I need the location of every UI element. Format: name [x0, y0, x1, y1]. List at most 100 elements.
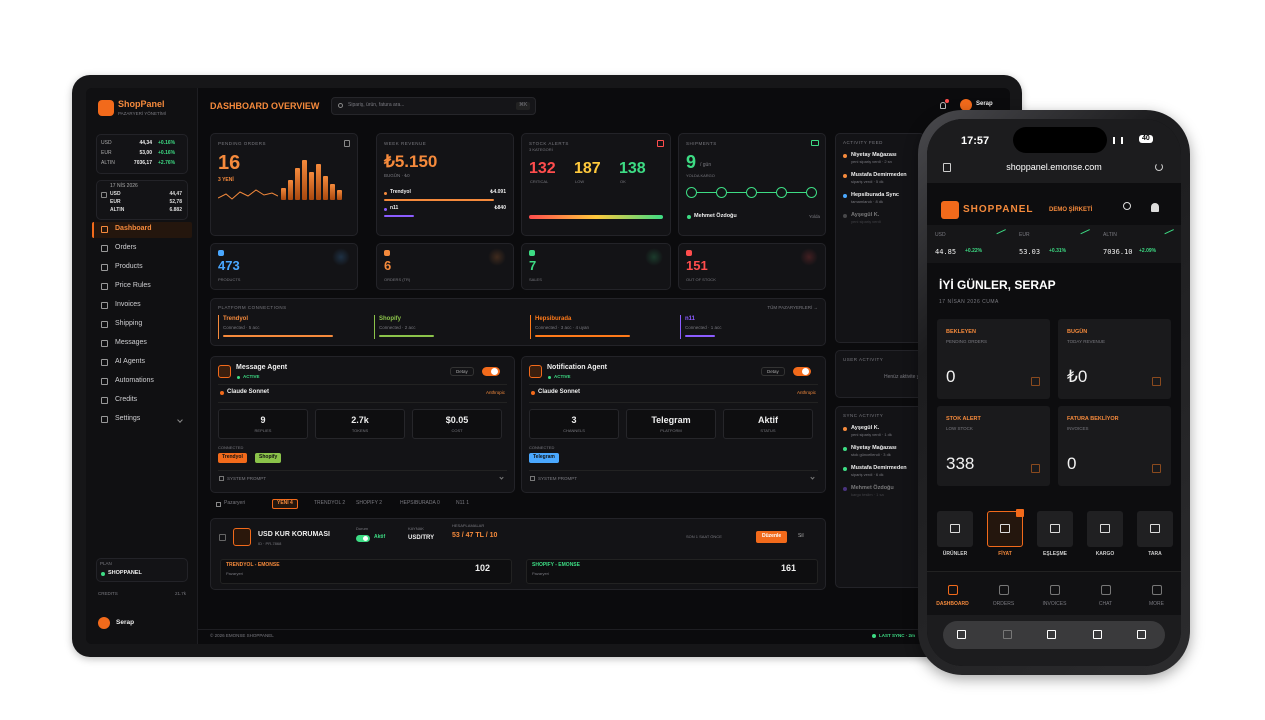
edit[interactable]: Düzenle — [756, 531, 788, 543]
tab-icon — [943, 163, 951, 172]
target-box — [220, 559, 512, 584]
quick-button[interactable] — [1037, 511, 1073, 547]
nav[interactable]: Invoices — [115, 301, 141, 308]
reload[interactable] — [1155, 163, 1163, 171]
value: 53,00 — [139, 150, 152, 156]
quick[interactable]: TARA — [1148, 551, 1162, 557]
button[interactable]: Detay — [761, 367, 785, 377]
copyright: © 2026 EMONSE SHOPPANEL — [210, 633, 274, 638]
toolbar-icon[interactable] — [957, 630, 966, 639]
user: Serap — [976, 101, 993, 107]
tabs[interactable]: SHOPIFY 2 — [356, 500, 383, 506]
nav[interactable]: Dashboard — [115, 225, 152, 232]
quick[interactable]: KARGO — [1095, 551, 1115, 557]
feed-dot — [843, 427, 847, 431]
nav-icon — [101, 245, 108, 252]
link[interactable]: TÜM PAZARYERLERİ → — [767, 305, 818, 310]
bar — [288, 180, 293, 200]
label: PRODUCTS — [218, 277, 241, 282]
search-box[interactable] — [331, 97, 536, 115]
quick[interactable]: ÜRÜNLER — [942, 551, 968, 557]
nav[interactable]: Orders — [115, 244, 137, 251]
quick[interactable]: EŞLEŞME — [1043, 551, 1067, 557]
code: USD — [935, 232, 946, 238]
route-node — [776, 187, 787, 198]
tabs[interactable]: Pazaryeri — [224, 500, 246, 506]
button[interactable]: Detay — [450, 367, 474, 377]
prompt-icon — [530, 476, 535, 481]
nav[interactable]: Products — [115, 263, 143, 270]
source: USD/TRY — [408, 535, 435, 541]
connected-label: CONNECTED — [529, 445, 555, 450]
platform-bar — [535, 335, 630, 337]
quick-button[interactable] — [987, 511, 1023, 547]
nav[interactable]: Shipping — [115, 320, 143, 327]
text: kargo teslim · 1 sa — [851, 492, 884, 497]
bell-icon[interactable] — [1151, 203, 1159, 212]
tab-icon — [1050, 585, 1060, 595]
nav[interactable]: Credits — [115, 396, 138, 403]
toolbar-icon[interactable] — [1093, 630, 1102, 639]
feed-dot — [843, 467, 847, 471]
tabs[interactable]: MORE — [1149, 601, 1164, 607]
search-icon[interactable] — [1123, 202, 1131, 210]
tabs[interactable]: CHAT — [1098, 601, 1113, 607]
nav[interactable]: Automations — [115, 377, 154, 384]
name[interactable]: n11 — [685, 316, 696, 322]
signal — [1113, 137, 1123, 144]
label: BUGÜN — [1067, 329, 1088, 335]
tabs[interactable]: TRENDYOL 2 — [314, 500, 346, 506]
status: Connected · 3 acc · 4 uyarı — [535, 325, 590, 330]
toolbar-icon[interactable] — [1003, 630, 1012, 639]
checkbox[interactable] — [219, 534, 226, 541]
nav[interactable]: Settings — [115, 415, 141, 422]
value: 6 — [384, 258, 392, 273]
tabs[interactable]: N11 1 — [456, 500, 469, 506]
badge — [1016, 509, 1024, 517]
name[interactable]: Hepsiburada — [535, 316, 572, 322]
tabs[interactable]: DASHBOARD — [936, 601, 969, 607]
rule-icon — [233, 528, 251, 546]
toolbar-icon[interactable] — [1137, 630, 1146, 639]
toggle-knob — [802, 368, 809, 375]
quick[interactable]: FİYAT — [998, 551, 1012, 557]
calc-label: HESAPLAMALAR — [452, 523, 485, 528]
name[interactable]: Trendyol — [223, 316, 249, 322]
nav[interactable]: Messages — [115, 339, 147, 346]
code: EUR — [1019, 232, 1030, 238]
value: 44,34 — [139, 140, 152, 146]
tabs[interactable]: HEPSIBURADA 0 — [400, 500, 440, 506]
label: USER ACTIVITY — [843, 357, 884, 362]
nav-icon — [101, 264, 108, 271]
value: 0 — [946, 367, 956, 386]
company[interactable]: DEMO ŞİRKETİ — [1049, 207, 1093, 213]
text: yeni sipariş verdi · 2 sn — [851, 159, 892, 164]
name: Trendyol — [390, 189, 411, 195]
tab-icon — [1101, 585, 1111, 595]
stat-box — [529, 409, 619, 439]
sub: TODAY REVENUE — [1067, 339, 1106, 344]
tabbar — [927, 571, 1181, 615]
nav[interactable]: AI Agents — [115, 358, 145, 365]
notch — [1013, 127, 1107, 153]
quick-button[interactable] — [937, 511, 973, 547]
bell[interactable] — [940, 102, 946, 109]
route-node — [806, 187, 817, 198]
footer-bar — [198, 629, 1010, 644]
sub: INVOICES — [1067, 426, 1089, 431]
sub: YOLDA KARGO — [686, 173, 715, 178]
change: +2.09% — [1139, 248, 1157, 254]
quick-button[interactable] — [1137, 511, 1173, 547]
status-dot — [548, 376, 551, 379]
quick-button[interactable] — [1087, 511, 1123, 547]
tabs[interactable]: YENİ 4 — [272, 499, 298, 509]
name[interactable]: Shopify — [379, 316, 401, 322]
row-bar — [384, 215, 414, 217]
mini-icon — [529, 250, 535, 256]
tabs[interactable]: INVOICES — [1042, 601, 1067, 607]
code: ALTIN — [101, 160, 115, 166]
tabs[interactable]: ORDERS — [992, 601, 1015, 607]
toolbar-icon[interactable] — [1047, 630, 1056, 639]
delete[interactable]: Sil — [798, 533, 804, 539]
nav[interactable]: Price Rules — [115, 282, 151, 289]
